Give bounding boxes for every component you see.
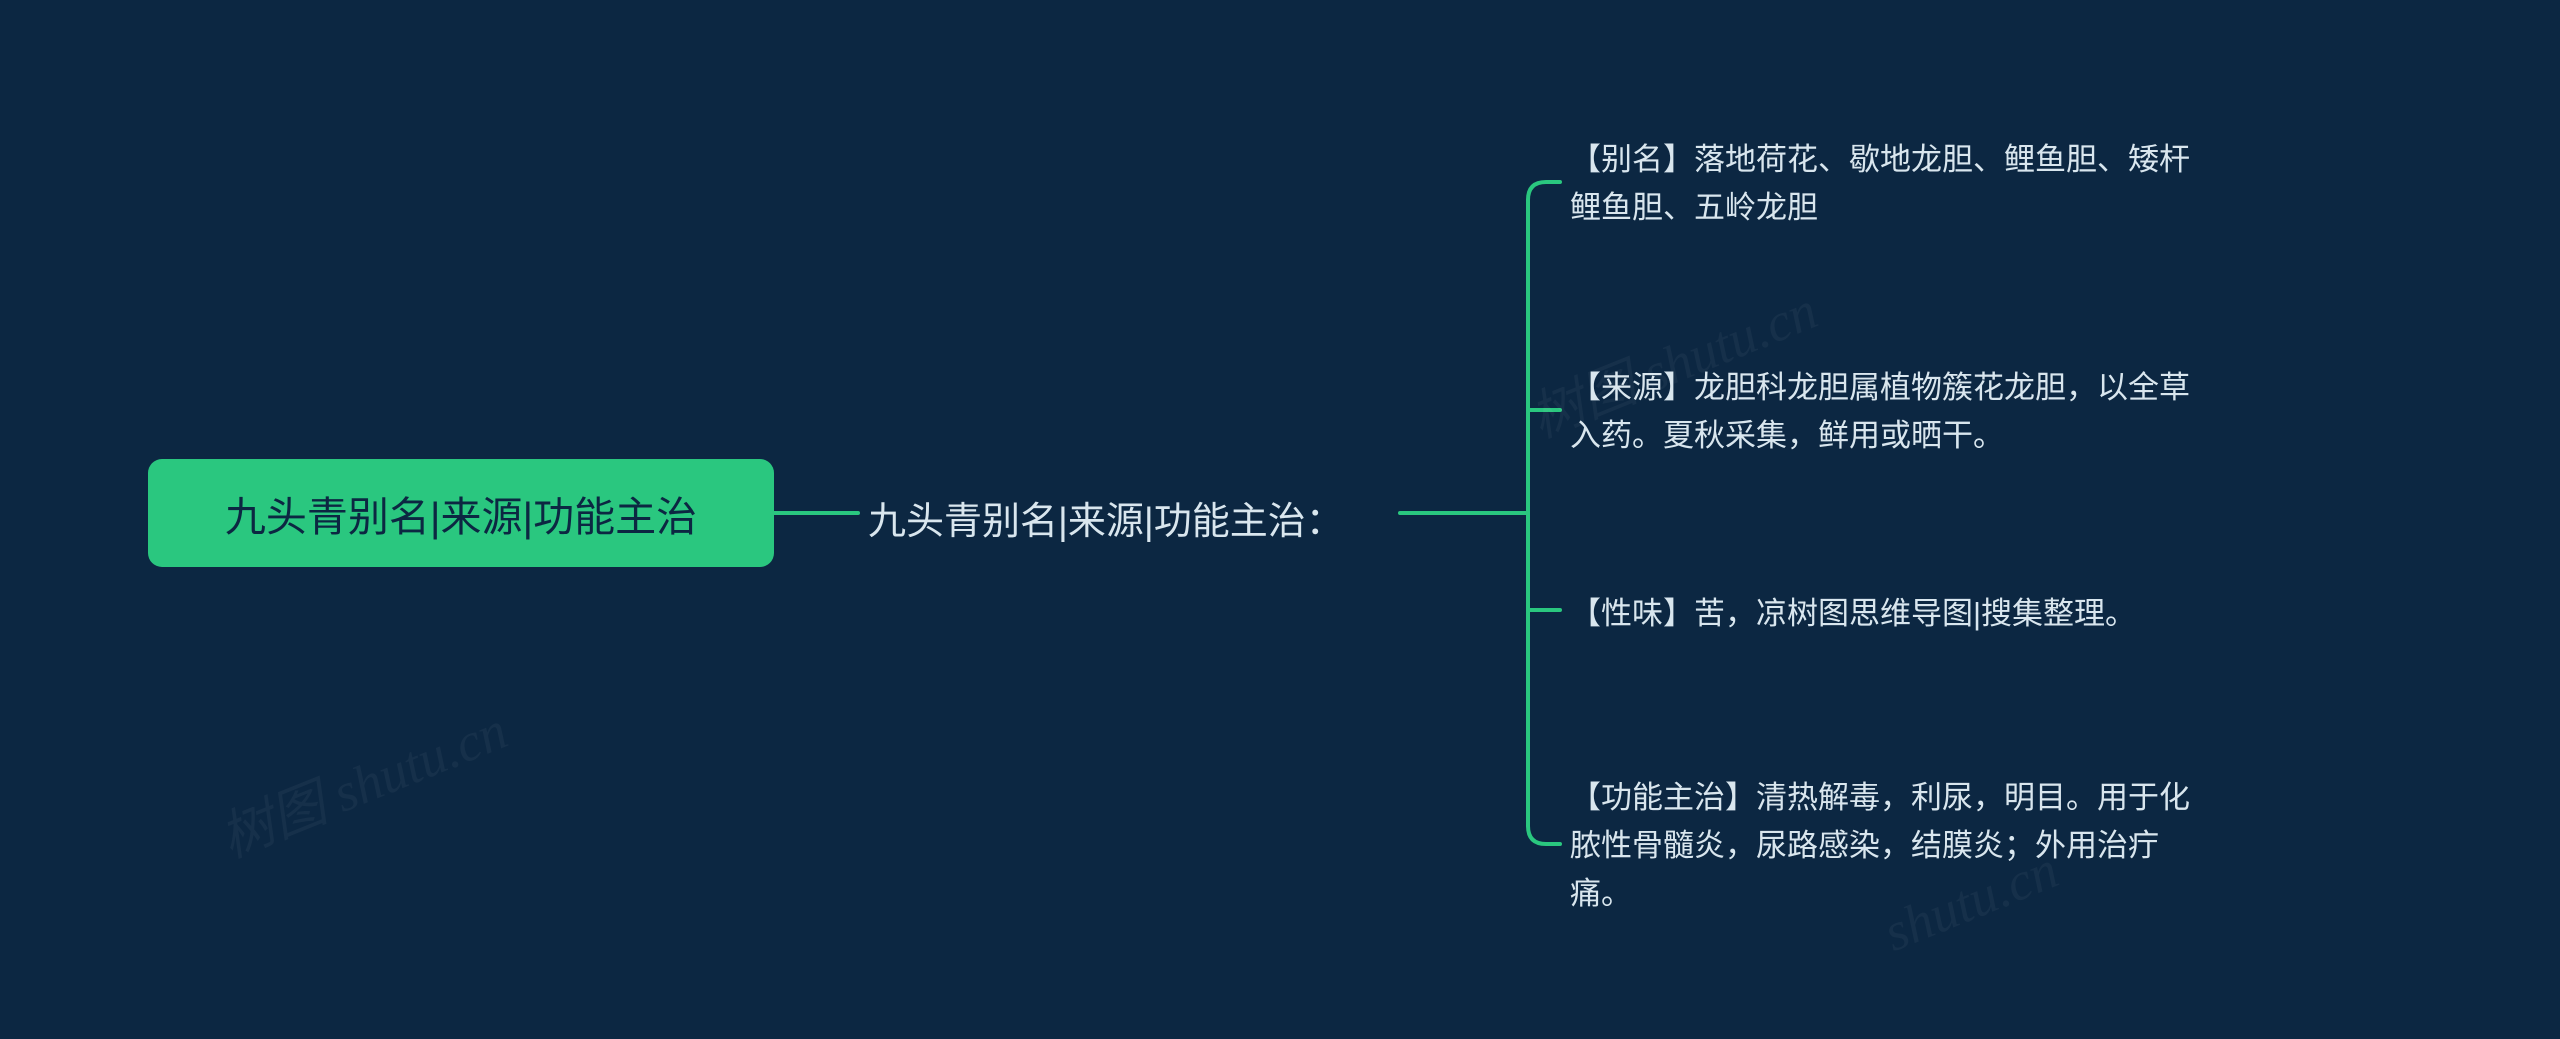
- mindmap-canvas: 九头青别名|来源|功能主治 九头青别名|来源|功能主治： 【别名】落地荷花、歇地…: [0, 0, 2560, 1039]
- level1-node[interactable]: 九头青别名|来源|功能主治：: [868, 490, 1344, 545]
- leaf-node-2[interactable]: 【性味】苦，凉树图思维导图|搜集整理。: [1570, 590, 2210, 638]
- leaf-node-3[interactable]: 【功能主治】清热解毒，利尿，明目。用于化脓性骨髓炎，尿路感染，结膜炎；外用治疔痛…: [1570, 774, 2210, 918]
- leaf-node-0[interactable]: 【别名】落地荷花、歇地龙胆、鲤鱼胆、矮杆鲤鱼胆、五岭龙胆: [1570, 136, 2210, 232]
- watermark-0: 树图 shutu.cn: [206, 686, 517, 873]
- root-node[interactable]: 九头青别名|来源|功能主治: [148, 459, 774, 567]
- leaf-node-1[interactable]: 【来源】龙胆科龙胆属植物簇花龙胆，以全草入药。夏秋采集，鲜用或晒干。: [1570, 364, 2210, 460]
